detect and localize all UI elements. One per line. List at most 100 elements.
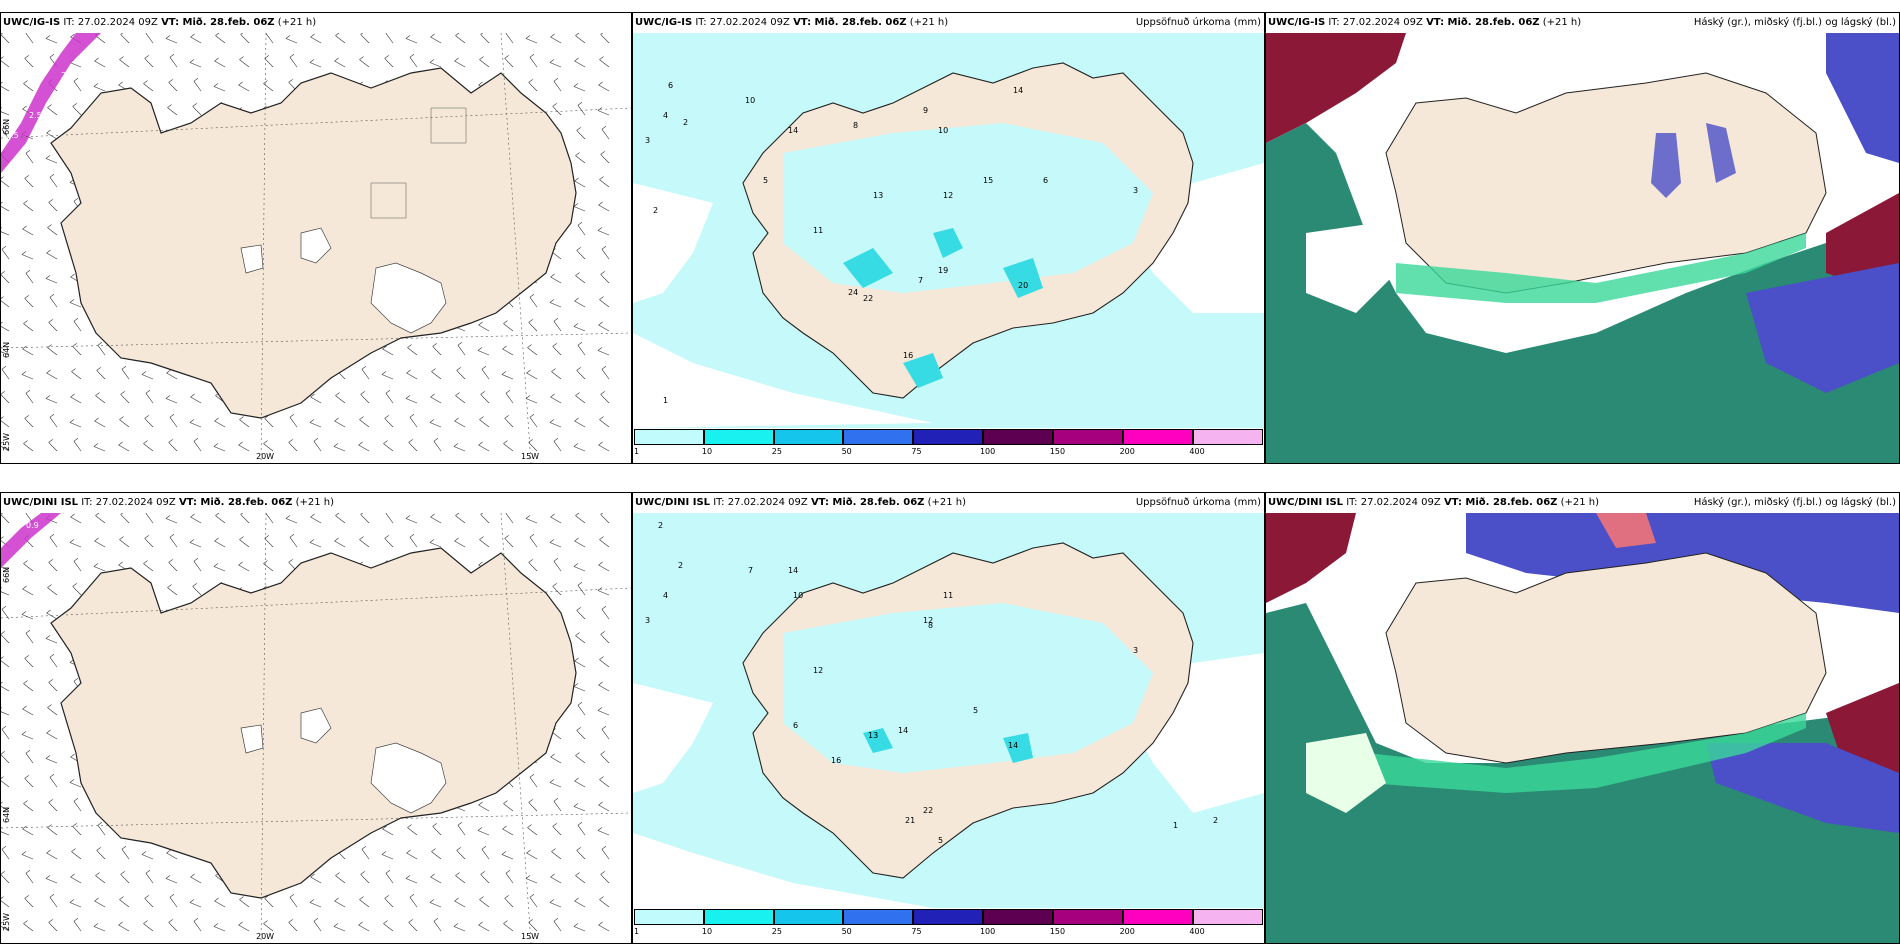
wind-barb-flag bbox=[429, 59, 435, 63]
wind-barb-flag bbox=[193, 918, 199, 922]
wind-barb-flag bbox=[70, 33, 75, 38]
wind-barb-flag bbox=[70, 873, 75, 878]
wind-barb bbox=[24, 58, 34, 68]
wind-barb-flag bbox=[575, 392, 580, 396]
wind-barb-flag bbox=[167, 104, 172, 108]
wind-barb bbox=[190, 876, 202, 884]
wind-barb bbox=[577, 345, 586, 356]
wind-barb bbox=[384, 58, 394, 68]
wind-barb bbox=[455, 35, 466, 44]
wind-barb-flag bbox=[550, 753, 555, 758]
wind-barb-flag bbox=[73, 318, 79, 322]
wind-barb-flag bbox=[550, 513, 555, 518]
wind-barb-flag bbox=[600, 751, 605, 755]
wind-barb-flag bbox=[552, 823, 557, 827]
wind-barb bbox=[240, 514, 250, 524]
wind-barb bbox=[73, 441, 82, 452]
wind-barb-flag bbox=[598, 201, 603, 206]
wind-barb bbox=[503, 923, 514, 932]
wind-barb bbox=[1, 566, 10, 572]
wind-barb bbox=[1, 514, 10, 524]
wind-barb-flag bbox=[550, 273, 555, 278]
wind-barb-flag bbox=[359, 896, 364, 900]
svg-text:6: 6 bbox=[1043, 176, 1048, 185]
wind-barb bbox=[190, 36, 202, 44]
wind-barb bbox=[550, 756, 562, 764]
wind-barb-flag bbox=[360, 513, 364, 515]
wind-barb-flag bbox=[45, 275, 51, 279]
wind-barb bbox=[454, 60, 466, 68]
wind-barb bbox=[1, 926, 10, 932]
wind-barb bbox=[69, 902, 82, 908]
wind-barb bbox=[529, 297, 538, 308]
wind-barb bbox=[166, 852, 178, 860]
svg-text:1: 1 bbox=[663, 396, 668, 405]
wind-barb-flag bbox=[573, 443, 579, 447]
wind-barb-flag bbox=[1, 871, 5, 875]
wind-barb bbox=[478, 804, 490, 812]
wind-barb bbox=[429, 422, 442, 428]
wind-barb bbox=[453, 446, 466, 452]
wind-barb bbox=[409, 537, 418, 548]
wind-barb-flag bbox=[601, 366, 607, 370]
wind-barb-flag bbox=[529, 894, 535, 898]
wind-barb bbox=[289, 417, 298, 428]
wind-barb bbox=[575, 515, 586, 524]
wind-barb bbox=[575, 275, 586, 284]
wind-barb bbox=[119, 419, 130, 428]
wind-barb bbox=[551, 371, 562, 380]
wind-barb bbox=[48, 202, 58, 212]
wind-barb bbox=[575, 395, 586, 404]
wind-barb-flag bbox=[409, 54, 415, 58]
wind-barb bbox=[1, 274, 10, 284]
wind-barb-flag bbox=[213, 563, 219, 567]
wind-barb-flag bbox=[577, 822, 583, 826]
wind-barb-flag bbox=[310, 33, 315, 38]
wind-barb-flag bbox=[358, 441, 363, 446]
wind-barb-flag bbox=[405, 35, 411, 39]
wind-barb bbox=[169, 57, 178, 68]
wind-barb-flag bbox=[504, 55, 509, 59]
wind-barb-flag bbox=[96, 847, 101, 851]
wind-barb bbox=[46, 372, 58, 380]
wind-barb bbox=[600, 34, 610, 44]
wind-barb-flag bbox=[214, 417, 219, 422]
wind-barb-flag bbox=[432, 823, 437, 827]
wind-barb bbox=[49, 777, 58, 788]
wind-barb bbox=[430, 396, 442, 404]
wind-barb bbox=[93, 446, 106, 452]
wind-barb bbox=[598, 684, 610, 692]
wind-barb bbox=[598, 804, 610, 812]
wind-barb-flag bbox=[529, 54, 535, 58]
hatched-area bbox=[370, 182, 407, 219]
wind-barb bbox=[47, 587, 58, 596]
wind-barb-flag bbox=[313, 918, 319, 922]
wind-barb-flag bbox=[1, 201, 3, 204]
wind-barb bbox=[265, 513, 274, 524]
wind-barb-flag bbox=[478, 441, 483, 446]
wind-barb bbox=[573, 686, 586, 692]
wind-barb-flag bbox=[69, 539, 75, 543]
wind-barb-flag bbox=[574, 897, 579, 902]
wind-barb bbox=[169, 897, 178, 908]
wind-barb-flag bbox=[1, 81, 3, 84]
wind-barb bbox=[599, 659, 610, 668]
wind-barb bbox=[550, 516, 562, 524]
wind-barb bbox=[168, 922, 178, 932]
wind-barb bbox=[549, 782, 562, 788]
wind-barb-flag bbox=[118, 921, 123, 926]
wind-barb-flag bbox=[503, 320, 508, 324]
glacier bbox=[300, 227, 332, 264]
svg-text:7: 7 bbox=[918, 276, 923, 285]
wind-barb-flag bbox=[143, 440, 148, 444]
wind-barb bbox=[1, 326, 10, 332]
wind-barb-flag bbox=[455, 33, 460, 36]
wind-barb-flag bbox=[49, 294, 55, 298]
wind-barb-flag bbox=[480, 513, 484, 515]
wind-barb-flag bbox=[69, 899, 75, 903]
wind-barb-flag bbox=[600, 631, 605, 635]
wind-barb-flag bbox=[23, 800, 28, 804]
wind-barb bbox=[575, 35, 586, 44]
wind-barb-flag bbox=[335, 513, 340, 516]
wind-barb-flag bbox=[575, 272, 580, 276]
